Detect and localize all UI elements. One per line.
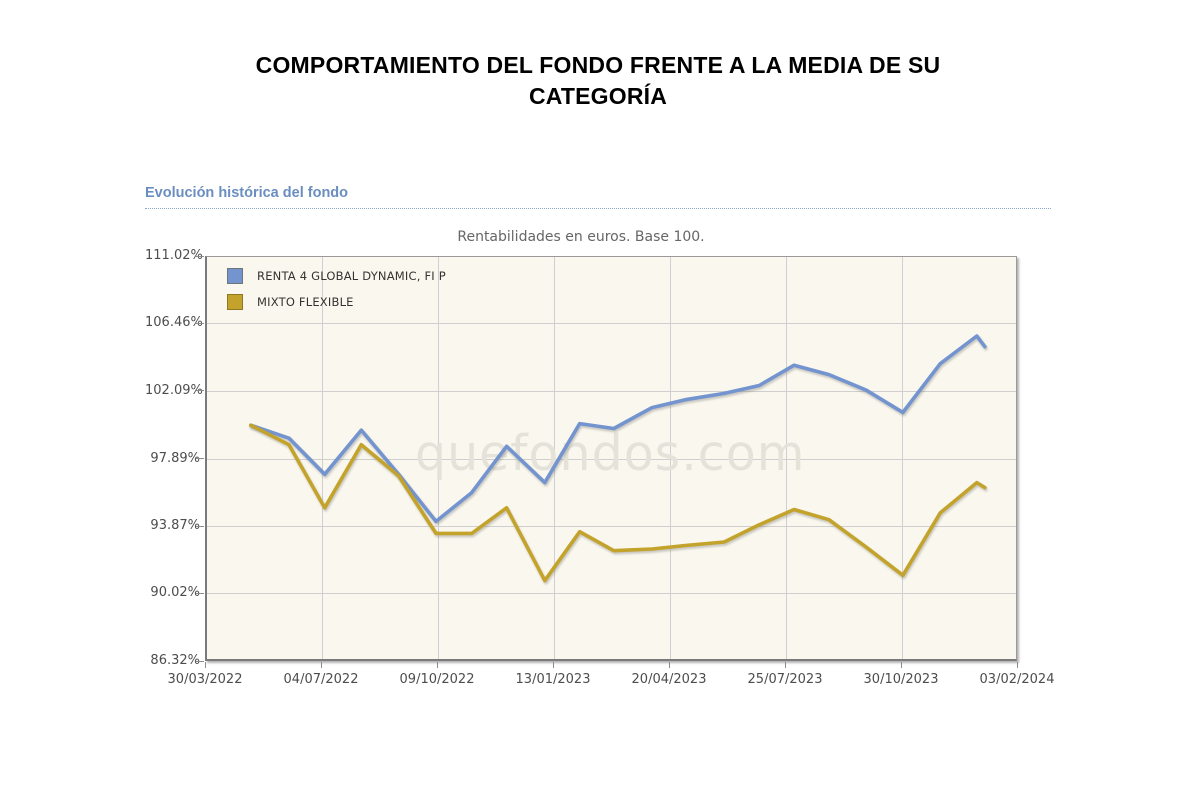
x-axis-tick xyxy=(436,662,438,668)
series-lines xyxy=(248,334,987,583)
x-axis-label: 04/07/2022 xyxy=(283,672,359,687)
section-heading: Evolución histórica del fondo xyxy=(145,185,349,201)
series-line-2 xyxy=(248,423,987,583)
v-gridline xyxy=(902,257,903,659)
page-title: COMPORTAMIENTO DEL FONDO FRENTE A LA MED… xyxy=(145,50,1051,112)
page-title-line-1: COMPORTAMIENTO DEL FONDO FRENTE A LA MED… xyxy=(255,52,941,78)
y-axis-label: 106.46% xyxy=(145,315,203,331)
y-axis-tick xyxy=(196,458,204,460)
h-gridline xyxy=(207,458,1016,460)
legend-label-fund: RENTA 4 GLOBAL DYNAMIC, FI P xyxy=(257,268,446,283)
legend-label-category: MIXTO FLEXIBLE xyxy=(257,294,354,309)
x-axis-tick xyxy=(668,662,670,668)
v-gridline xyxy=(554,257,555,659)
x-axis-label: 13/01/2023 xyxy=(515,672,591,687)
x-axis-tick xyxy=(204,662,206,668)
y-axis-label: 93.87% xyxy=(150,518,200,534)
page-title-line-2: CATEGORÍA xyxy=(528,83,668,109)
v-gridline xyxy=(786,257,787,659)
x-axis-tick xyxy=(552,662,554,668)
h-gridline xyxy=(207,390,1016,392)
x-axis-label: 30/03/2022 xyxy=(167,672,243,687)
y-axis-label: 97.89% xyxy=(150,450,200,466)
h-gridline xyxy=(207,526,1016,528)
x-axis-label: 30/10/2023 xyxy=(863,672,939,687)
y-axis-tick xyxy=(196,525,204,527)
legend-item-fund: RENTA 4 GLOBAL DYNAMIC, FI P xyxy=(227,267,446,284)
y-axis-tick xyxy=(196,255,204,257)
x-axis-ticks xyxy=(204,662,1018,669)
v-gridline xyxy=(438,257,439,659)
y-axis-tick xyxy=(196,592,204,594)
legend-swatch-category xyxy=(227,293,243,310)
y-axis-label: 86.32% xyxy=(150,653,200,668)
x-axis-label: 20/04/2023 xyxy=(631,672,707,687)
series-line-1 xyxy=(248,334,987,524)
x-axis-tick xyxy=(784,662,786,668)
plot-area: quefondos.com RENTA 4 GLOBAL DYNAMIC, FI… xyxy=(205,256,1017,661)
y-axis-tick xyxy=(196,390,204,392)
legend-item-category: MIXTO FLEXIBLE xyxy=(227,293,446,310)
x-axis-label: 25/07/2023 xyxy=(747,672,823,687)
x-axis-tick xyxy=(320,662,322,668)
y-axis: 111.02% 106.46% 102.09% 97.89% 93.87% 90.02% 8… xyxy=(145,248,203,668)
y-axis-label: 102.09% xyxy=(145,382,203,398)
x-axis: 30/03/2022 04/07/2022 09/10/2022 13/01/2023… xyxy=(168,672,1055,692)
chart-subtitle: Rentabilidades en euros. Base 100. xyxy=(457,229,705,245)
watermark: quefondos.com xyxy=(415,425,806,482)
legend-swatch-fund xyxy=(227,267,243,284)
y-axis-tick xyxy=(196,322,204,324)
y-axis-label: 90.02% xyxy=(150,585,200,601)
h-gridline xyxy=(207,323,1016,325)
y-axis-label: 111.02% xyxy=(145,248,203,263)
section-header: Evolución histórica del fondo xyxy=(145,185,1051,209)
v-gridline xyxy=(670,257,671,659)
x-axis-tick xyxy=(900,662,902,668)
x-axis-tick xyxy=(1016,662,1018,668)
y-axis-ticks xyxy=(196,255,205,662)
v-gridline xyxy=(322,257,323,659)
chart-area: 111.02% 106.46% 102.09% 97.89% 93.87% 90.02% 8… xyxy=(145,248,1055,701)
x-axis-label: 03/02/2024 xyxy=(979,672,1055,687)
chart-legend: RENTA 4 GLOBAL DYNAMIC, FI P MIXTO FLEXI… xyxy=(227,267,446,320)
y-axis-tick xyxy=(196,660,204,662)
fund-performance-chart: Rentabilidades en euros. Base 100. 111.0… xyxy=(145,229,1055,701)
x-axis-label: 09/10/2022 xyxy=(399,672,475,687)
h-gridline xyxy=(207,593,1016,595)
